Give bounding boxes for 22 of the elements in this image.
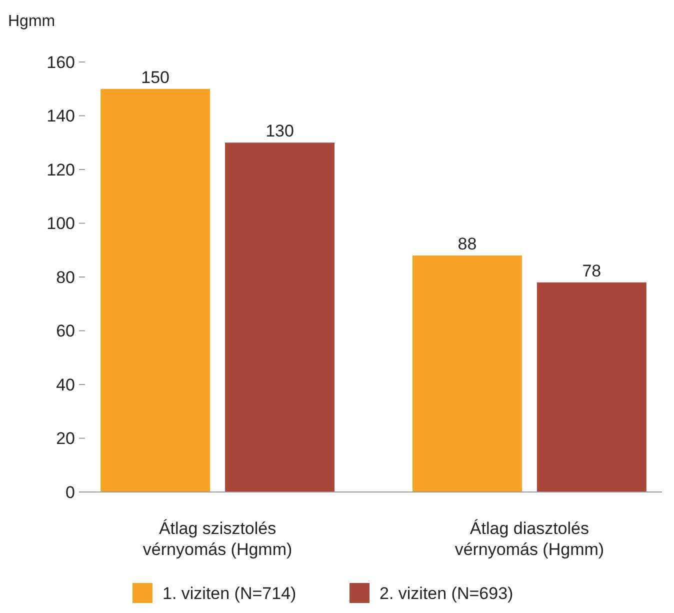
y-tick-label: 160: [46, 52, 75, 72]
y-axis-title: Hgmm: [8, 13, 56, 30]
legend-label: 1. viziten (N=714): [162, 584, 296, 603]
data-label: 88: [458, 234, 477, 254]
bar: [412, 256, 522, 492]
y-tick-label: 60: [56, 322, 75, 341]
bar: [100, 88, 210, 492]
y-tick-label: 20: [56, 429, 75, 448]
y-tick-label: 40: [56, 375, 75, 394]
bar: [536, 282, 646, 492]
y-tick-label: 140: [46, 106, 75, 126]
y-tick-label: 80: [56, 268, 75, 287]
legend-label: 2. viziten (N=693): [380, 584, 514, 603]
data-label: 150: [141, 68, 170, 87]
y-tick-label: 120: [46, 160, 75, 180]
x-tick-label: Átlag diasztolés vérnyomás (Hgmm): [454, 519, 604, 559]
x-tick-label: Átlag szisztolés vérnyomás (Hgmm): [142, 519, 292, 559]
y-tick-label: 100: [46, 214, 75, 234]
data-label: 130: [266, 122, 294, 141]
data-label: 78: [582, 261, 602, 280]
bar: [225, 142, 335, 492]
y-tick-label: 0: [66, 482, 75, 502]
